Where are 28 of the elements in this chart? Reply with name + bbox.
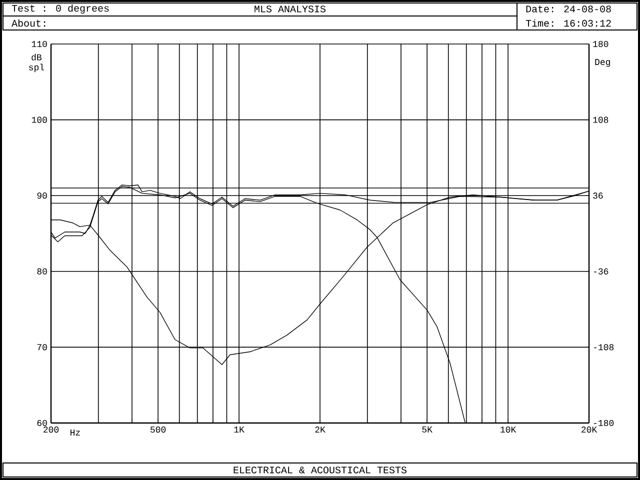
y2-tick-label: 108	[593, 116, 608, 123]
x-tick-label: 10K	[500, 426, 516, 433]
text: Test : 0 degrees	[12, 4, 109, 14]
x-tick-label: 200	[44, 426, 59, 433]
y2-tick-label: 180	[593, 40, 608, 48]
y2-tick-label: -36	[594, 268, 608, 274]
y-tick-label: 60	[37, 420, 47, 426]
y-tick-label: 90	[37, 192, 47, 199]
y-tick-label: 110	[32, 40, 47, 48]
y2-axis-title: Deg	[595, 59, 610, 67]
y2-tick-label: 36	[593, 192, 603, 199]
x-tick-label: 20K	[582, 426, 598, 433]
x-tick-label: 2K	[315, 426, 326, 433]
y-axis-title: dB spl	[29, 54, 44, 72]
y-tick-label: 70	[37, 344, 47, 350]
text: About:	[12, 19, 46, 27]
y2-tick-label: -108	[594, 344, 614, 350]
y-tick-label: 100	[32, 116, 47, 123]
x-tick-label: 500	[150, 426, 166, 433]
chart-title: MLS ANALYSIS	[254, 6, 326, 12]
y2-tick-label: -180	[594, 420, 614, 426]
x-axis-title: Hz	[70, 430, 80, 436]
text: Time: 16:03:12	[526, 19, 611, 27]
text: Date: 24-08-08	[526, 6, 611, 12]
y-tick-label: 80	[37, 268, 47, 274]
x-tick-label: 1K	[234, 426, 244, 432]
text: ELECTRICAL & ACOUSTICAL TESTS	[234, 466, 406, 474]
x-tick-label: 5K	[422, 426, 432, 433]
